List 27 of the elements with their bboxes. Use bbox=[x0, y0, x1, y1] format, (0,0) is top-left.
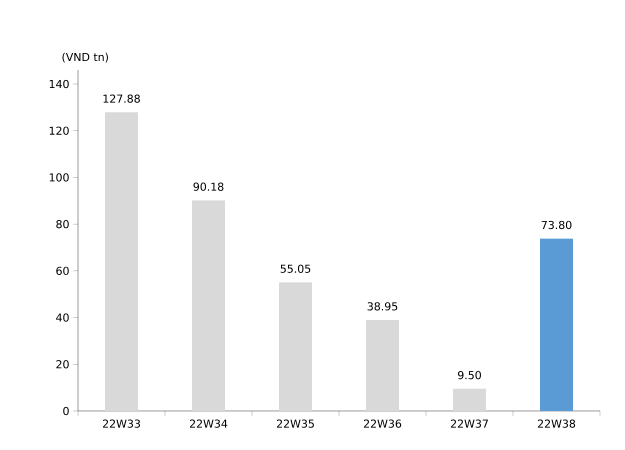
bar bbox=[105, 112, 138, 411]
bar bbox=[540, 238, 574, 411]
x-tick-label: 22W36 bbox=[364, 420, 402, 428]
y-tick-label: 80 bbox=[56, 220, 69, 228]
y-tick-label: 140 bbox=[50, 80, 69, 88]
y-tick-label: 40 bbox=[56, 313, 69, 322]
data-label: 55.05 bbox=[280, 264, 310, 273]
y-axis-title: (VND tn) bbox=[62, 52, 108, 62]
bar bbox=[192, 200, 226, 411]
x-tick-label: 22W33 bbox=[102, 420, 140, 428]
x-tick-label: 22W34 bbox=[190, 420, 228, 428]
x-tick-label: 22W37 bbox=[450, 420, 488, 428]
bar bbox=[279, 282, 312, 411]
data-label: 38.95 bbox=[368, 302, 398, 310]
y-tick-label: 60 bbox=[56, 266, 69, 275]
y-tick-label: 100 bbox=[50, 173, 69, 182]
y-tick-label: 20 bbox=[56, 360, 69, 368]
data-label: 73.80 bbox=[542, 220, 572, 230]
y-tick-label: 120 bbox=[50, 126, 69, 135]
data-label: 127.88 bbox=[104, 94, 140, 103]
bar bbox=[453, 388, 486, 411]
data-label: 90.18 bbox=[194, 182, 224, 191]
data-label: 9.50 bbox=[458, 370, 481, 380]
x-tick-label: 22W35 bbox=[276, 420, 314, 428]
y-tick-label: 0 bbox=[63, 406, 69, 416]
x-tick-label: 22W38 bbox=[538, 420, 576, 428]
bar bbox=[366, 320, 400, 411]
